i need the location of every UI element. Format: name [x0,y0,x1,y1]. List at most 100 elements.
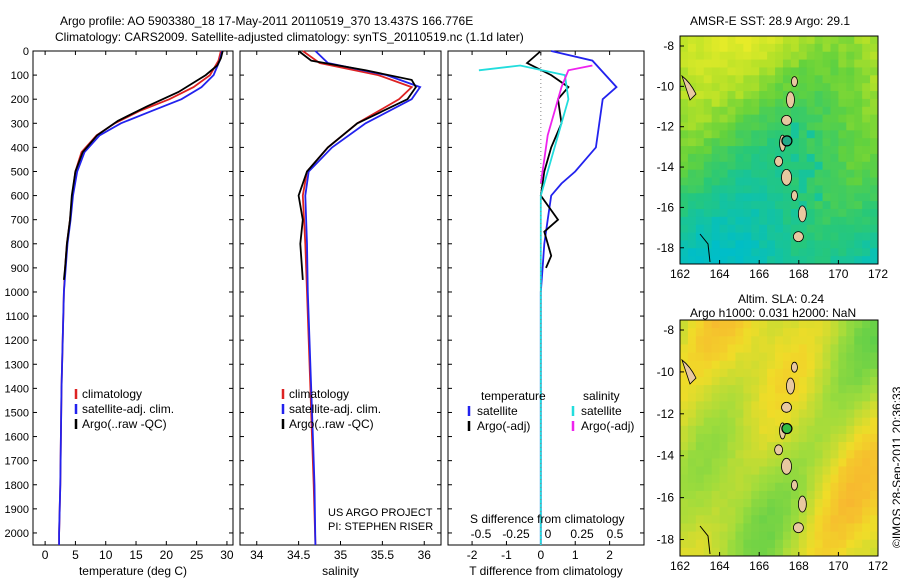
map-cell [830,177,839,186]
map-cell [862,240,871,249]
map-cell [846,224,855,233]
map-cell [680,531,689,541]
map-cell [680,352,689,362]
map-cell [759,75,768,84]
map-cell [830,193,839,202]
legend-header: salinity [583,389,620,403]
map-cell [695,51,705,60]
map-cell [735,98,744,108]
map-cell [798,169,808,178]
map-cell [759,51,768,60]
map-cell [854,360,863,370]
map-cell [782,36,792,45]
map-cell [680,490,689,500]
map-cell [703,177,713,186]
map-cell [782,344,792,353]
map-cell [846,523,855,532]
map-lat-label: -8 [663,39,674,53]
map-cell [846,83,855,92]
map-cell [759,433,768,443]
map-cell [687,490,697,500]
map-cell [870,376,879,386]
island-outline [781,168,792,186]
map-cell [870,208,879,218]
map-cell [711,248,720,257]
map-cell [862,442,871,451]
map-cell [727,59,736,68]
map-cell [814,169,823,178]
map-cell [830,169,839,178]
map-cell [862,433,871,443]
map-cell [711,98,720,108]
map-cell [751,385,760,394]
map-cell [711,59,720,68]
map-cell [814,201,823,210]
map-cell [767,320,776,329]
map-cell [680,466,689,476]
map-cell [743,523,752,532]
plot-frame-2 [447,50,645,546]
map-cell [862,138,871,147]
series-line-salinity Argo(-adj) [539,64,593,184]
map-cell [814,515,823,524]
map-cell [790,442,800,451]
map-cell [735,376,744,386]
map-cell [695,450,705,459]
y-tick-label: 1900 [5,504,29,516]
map-cell [743,328,752,337]
map-cell [846,36,855,45]
map-cell [782,75,792,84]
map-cell [680,177,689,186]
map-cell [830,185,839,194]
legend-entry: Argo(-adj) [477,419,530,433]
map-cell [830,425,839,435]
map-cell [822,138,831,147]
map-cell [759,515,768,524]
map-cell [798,466,808,476]
map-cell [735,450,744,459]
map-cell [806,336,816,345]
map-cell [782,106,792,116]
map-cell [854,122,863,131]
map-cell [846,499,855,508]
map-cell [703,59,713,68]
map-cell [846,240,855,249]
map-cell [846,185,855,194]
map-cell [798,36,808,45]
map-cell [854,185,863,194]
map-cell [798,43,808,53]
map-cell [806,409,816,419]
map-cell [830,122,839,131]
map-cell [687,531,697,541]
map-cell [695,409,705,419]
map-cell [695,130,705,139]
map-cell [822,240,831,249]
map-cell [782,43,792,53]
map-cell [680,256,689,265]
map-cell [727,51,736,60]
map-cell [695,75,705,84]
map-cell [751,138,760,147]
map-cell [719,368,728,378]
map-cell [719,67,728,76]
map-cell [735,352,744,362]
map-cell [751,442,760,451]
map-cell [719,232,728,241]
map-cell [854,401,863,410]
map-cell [782,216,792,226]
map-cell [854,376,863,386]
map-cell [759,122,768,131]
map-cell [830,458,839,467]
map-cell [830,67,839,76]
map-cell [814,248,823,257]
map-cell [767,83,776,92]
map-cell [790,224,800,233]
map-cell [854,240,863,249]
map-cell [846,507,855,516]
map-cell [870,43,879,53]
map-cell [727,43,736,53]
map-cell [790,433,800,443]
map-cell [759,539,768,549]
map-cell [735,344,744,353]
map-cell [854,368,863,378]
